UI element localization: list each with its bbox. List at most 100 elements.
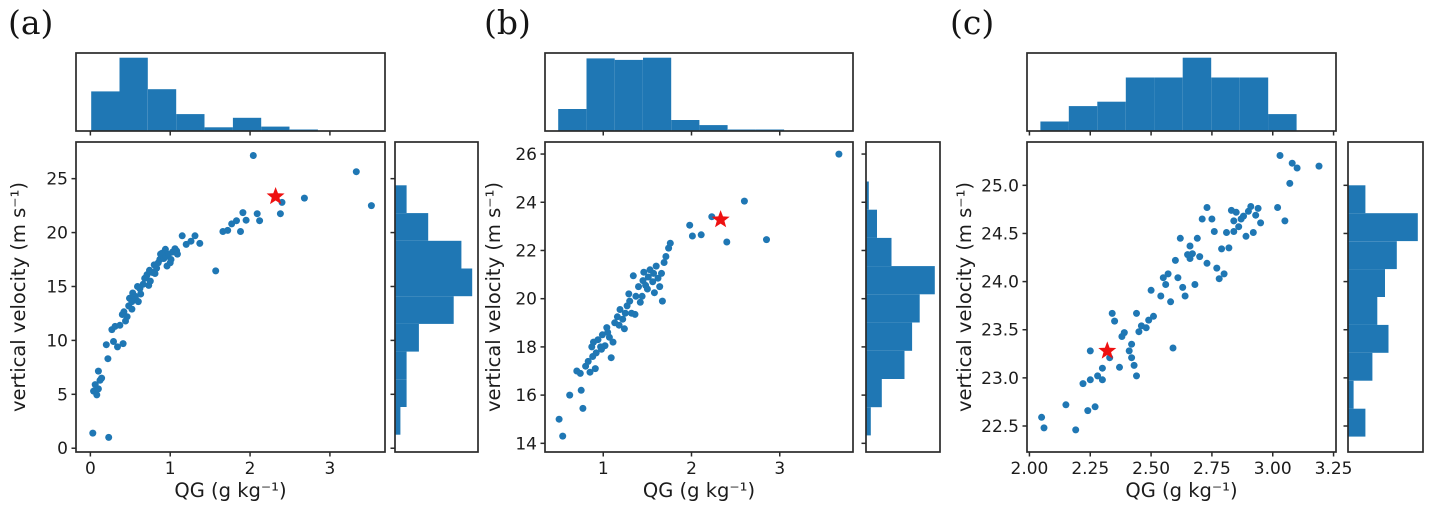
y-axis-label: vertical velocity (m s⁻¹) (953, 182, 976, 412)
y-tick-label: 20 (515, 290, 537, 310)
x-tick-label: 3 (324, 459, 335, 479)
reference-star-marker (1098, 341, 1117, 359)
panel-b: 1 2 3 14 16 18 20 22 24 26 QG (g kg⁻¹) vertical vel… (482, 52, 941, 502)
x-tick-label: 2 (686, 459, 697, 479)
scatter-points (555, 150, 843, 440)
data-point (658, 297, 666, 305)
data-point (1281, 217, 1289, 225)
data-point (276, 210, 284, 218)
data-point (1086, 347, 1094, 355)
data-point (1040, 424, 1048, 432)
data-point (605, 333, 613, 341)
data-point (1164, 270, 1172, 278)
top-histogram (91, 57, 318, 132)
data-point (644, 273, 652, 281)
data-point (1198, 215, 1206, 223)
x-tick-label: 2.75 (1193, 459, 1231, 479)
data-point (1249, 229, 1257, 236)
x-tick-label: 2.50 (1132, 459, 1170, 479)
x-tick-label: 2.00 (1011, 459, 1049, 479)
hist-bar (866, 322, 913, 351)
data-point (1208, 215, 1216, 223)
data-point (1242, 232, 1250, 240)
data-point (654, 274, 662, 282)
data-point (1235, 223, 1243, 231)
data-point (1157, 292, 1165, 300)
data-point (1098, 376, 1106, 384)
data-point (1257, 219, 1265, 227)
data-point (629, 272, 637, 280)
data-point (146, 277, 154, 285)
data-point (1286, 179, 1294, 187)
data-point (688, 232, 696, 240)
data-point (697, 231, 705, 239)
data-point (1186, 242, 1194, 250)
data-point (1147, 286, 1155, 294)
hist-bar (1348, 408, 1366, 437)
data-point (110, 338, 117, 345)
data-point (1181, 292, 1189, 300)
data-point (1274, 204, 1282, 211)
data-point (249, 152, 257, 159)
data-point (1135, 328, 1143, 336)
hist-bar (395, 240, 462, 269)
data-point (233, 217, 240, 225)
hist-bar (586, 58, 615, 131)
data-point (1191, 281, 1199, 288)
hist-bar (1348, 380, 1354, 409)
data-point (621, 309, 629, 317)
data-point (1111, 317, 1119, 325)
data-point (643, 285, 651, 293)
data-point (576, 369, 584, 377)
hist-bar (866, 350, 905, 379)
hist-bar (1097, 101, 1126, 131)
hist-bar (1268, 114, 1297, 131)
data-point (1230, 217, 1238, 225)
data-point (626, 297, 634, 305)
hist-bar (866, 379, 882, 408)
hist-bar (1154, 77, 1183, 131)
data-point (187, 237, 195, 245)
data-point (139, 280, 147, 288)
data-point (1210, 228, 1218, 235)
data-point (1247, 203, 1255, 210)
data-point (598, 331, 606, 339)
data-point (1215, 275, 1223, 283)
hist-bar (866, 181, 869, 210)
data-point (592, 349, 600, 357)
data-point (1232, 208, 1240, 216)
y-axis-label: vertical velocity (m s⁻¹) (482, 182, 505, 412)
y-tick-label: 23.0 (981, 369, 1019, 389)
data-point (1203, 204, 1211, 211)
data-point (577, 386, 585, 394)
y-tick-label: 20 (46, 224, 68, 244)
data-point (555, 415, 563, 423)
data-point (1142, 324, 1150, 332)
data-point (1098, 364, 1106, 372)
data-point (649, 278, 657, 286)
y-tick-label: 22.5 (981, 417, 1019, 437)
data-point (1240, 212, 1247, 220)
scatter-points (1038, 152, 1323, 434)
x-tick-label: 1 (598, 459, 609, 479)
right-hist-frame (1347, 141, 1424, 453)
data-point (116, 321, 124, 329)
data-point (94, 385, 102, 393)
data-point (619, 315, 627, 323)
panel-label-c: (c) (950, 3, 995, 42)
hist-bar (395, 185, 407, 213)
x-axis-label: QG (g kg⁻¹) (1125, 479, 1237, 502)
data-point (835, 150, 843, 158)
y-tick-label: 18 (515, 338, 537, 358)
hist-bar (866, 294, 920, 323)
data-point (1252, 211, 1260, 219)
data-point (658, 269, 665, 277)
data-point (1084, 407, 1092, 415)
hist-bar (91, 91, 120, 131)
hist-bar (395, 407, 401, 435)
x-tick-label: 3.25 (1315, 459, 1353, 479)
data-point (102, 341, 110, 349)
hist-bar (558, 109, 587, 131)
data-point (98, 374, 106, 382)
